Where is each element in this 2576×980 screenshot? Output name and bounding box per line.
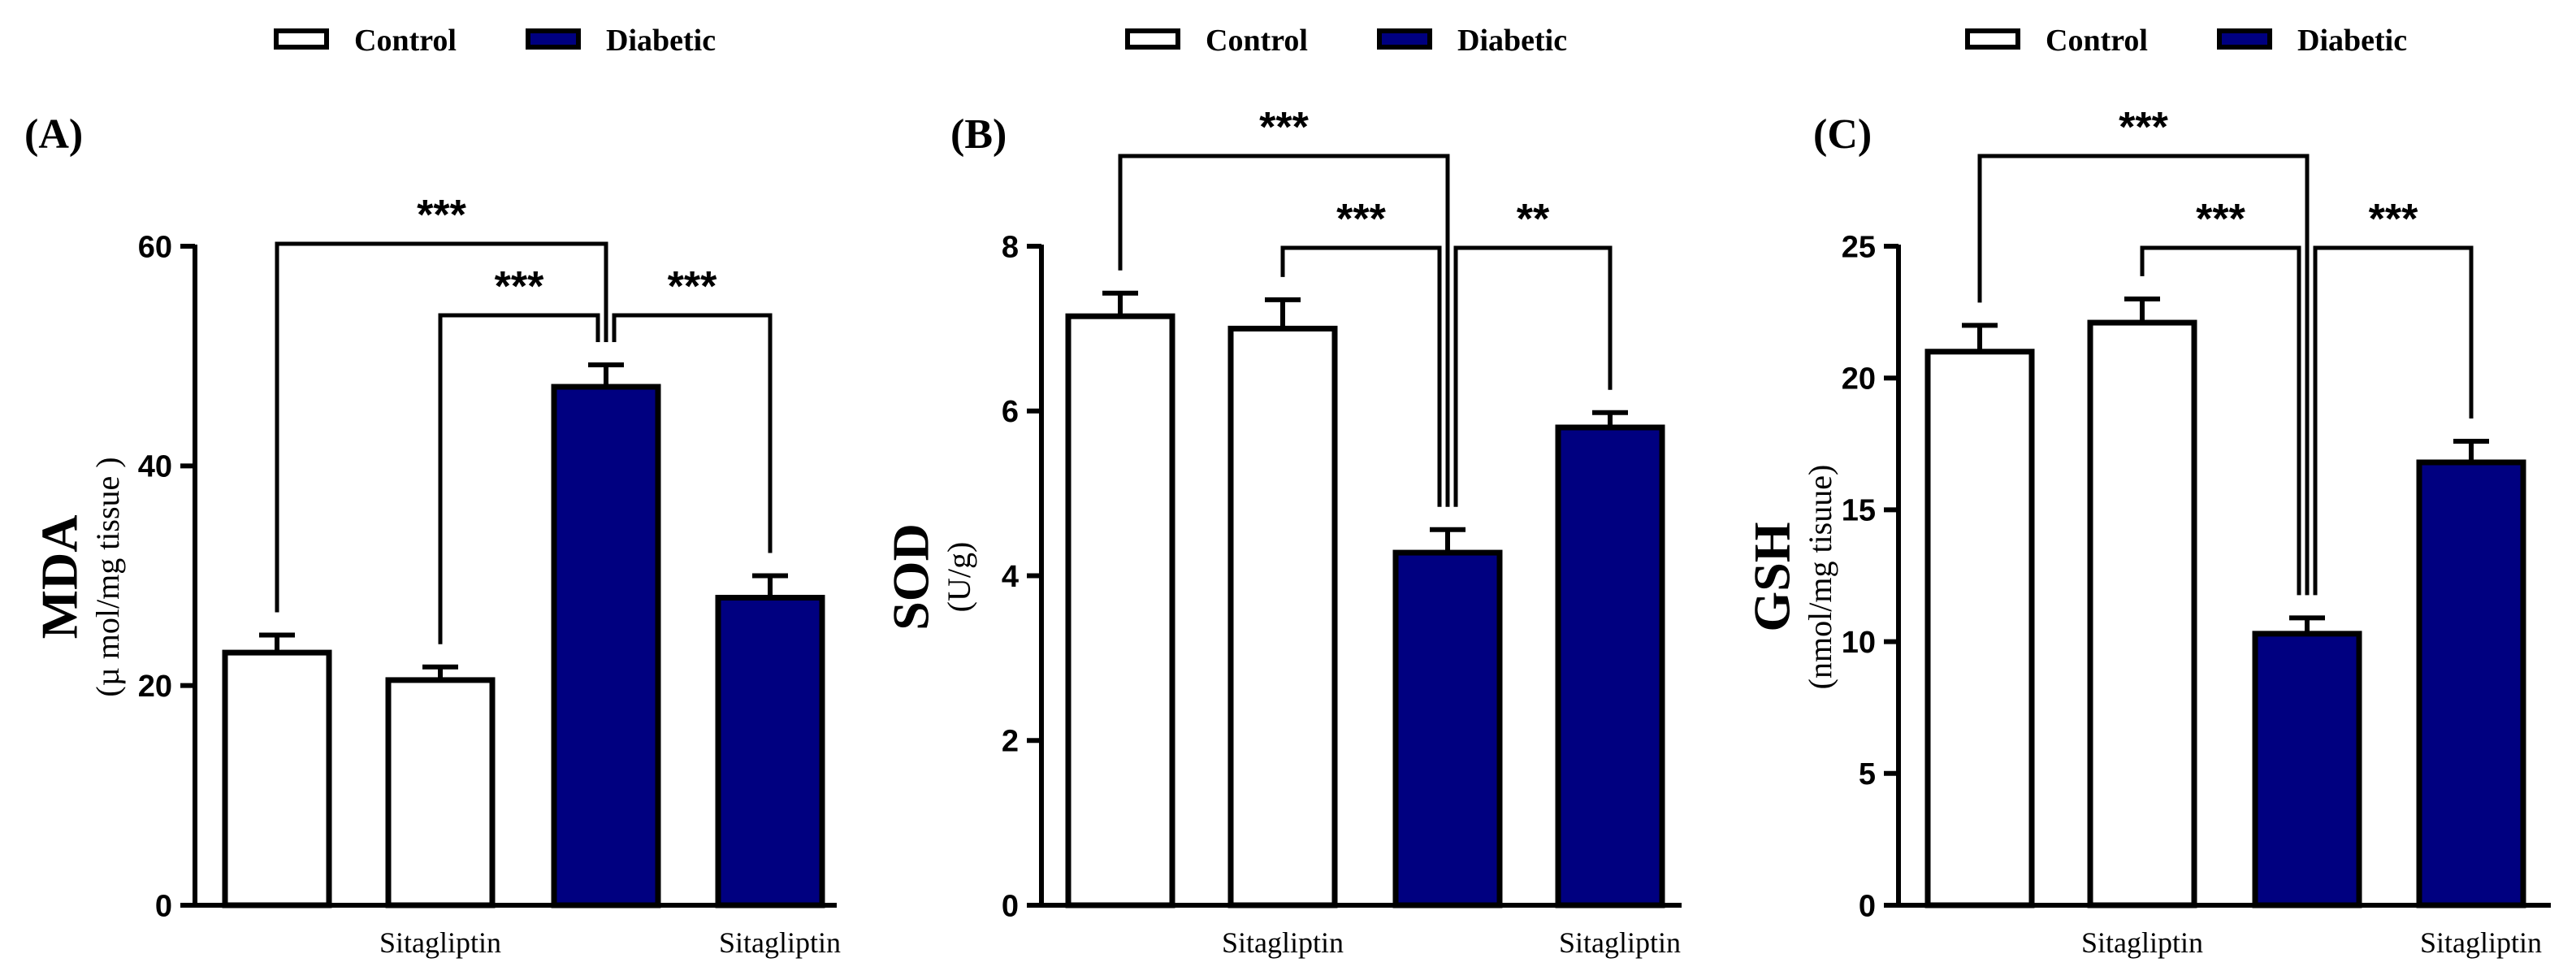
y-tick-label: 20 (138, 670, 172, 704)
legend-label-diabetic: Diabetic (2297, 24, 2407, 58)
bar-control-1 (1065, 313, 1175, 908)
legend-swatch-control (1965, 28, 2020, 50)
y-tick-label: 15 (1842, 494, 1876, 528)
y-axis-title: MDA (30, 515, 88, 640)
category-label: Sitagliptin (2420, 926, 2542, 959)
y-tick-label: 20 (1842, 362, 1876, 397)
y-tick-label: 60 (138, 230, 172, 264)
category-label: Sitagliptin (2081, 926, 2203, 959)
y-tick-label: 6 (1002, 395, 1019, 429)
y-axis-unit: (nmol/mg tisuue) (1802, 465, 1838, 690)
significance-label: *** (417, 192, 466, 239)
y-tick-label: 8 (1002, 230, 1019, 264)
panel-label: (A) (24, 111, 83, 158)
y-tick-label: 40 (138, 450, 172, 484)
significance-bracket (1453, 245, 1613, 507)
legend-swatch-diabetic (2217, 28, 2272, 50)
y-axis-unit: (µ mol/mg tissue ) (89, 457, 126, 696)
y-tick-label: 2 (1002, 725, 1019, 759)
chart-panel-3: Control Diabetic (C) GSH (nmol/mg tisuue) 0 5 1… (1743, 24, 2551, 959)
y-axis-title: GSH (1743, 522, 1800, 631)
bar-control-1 (222, 649, 332, 908)
bar-diabetic-3 (2252, 631, 2362, 908)
bar-control-2 (1227, 325, 1338, 908)
category-label: Sitagliptin (379, 926, 501, 959)
legend-label-control: Control (354, 24, 457, 58)
significance-bracket (1118, 154, 1450, 507)
y-tick-label: 0 (1859, 889, 1876, 923)
category-label: Sitagliptin (719, 926, 841, 959)
significance-bracket (438, 313, 600, 644)
bar-control-2 (2087, 319, 2197, 908)
legend-swatch-diabetic (526, 28, 581, 50)
significance-label: *** (2369, 196, 2418, 243)
y-tick-label: 4 (1002, 560, 1019, 594)
significance-label: *** (2119, 104, 2168, 151)
chart-panel-2: Control Diabetic (B) SOD (U/g) 0 2 4 6 8 Sitaglipt… (881, 24, 1682, 959)
significance-bracket (1280, 245, 1442, 507)
significance-bracket (2140, 245, 2301, 596)
significance-bracket (2313, 245, 2474, 596)
panel-label: (B) (950, 111, 1007, 158)
significance-label: *** (495, 263, 544, 310)
legend-label-control: Control (1206, 24, 1308, 58)
y-tick-label: 25 (1842, 230, 1876, 264)
y-tick-label: 10 (1842, 626, 1876, 660)
significance-bracket (1977, 154, 2310, 596)
category-label: Sitagliptin (1222, 926, 1344, 959)
significance-label: ** (1517, 196, 1550, 243)
significance-bracket (275, 241, 608, 613)
legend-swatch-diabetic (1377, 28, 1432, 50)
panel-label: (C) (1813, 111, 1872, 158)
y-axis-unit: (U/g) (941, 542, 977, 613)
significance-label: *** (2196, 196, 2245, 243)
bar-diabetic-3 (551, 384, 661, 908)
bar-control-1 (1924, 349, 2035, 908)
significance-bracket (612, 313, 773, 553)
significance-label: *** (1259, 104, 1309, 151)
y-tick-label: 0 (1002, 889, 1019, 923)
legend-label-control: Control (2046, 24, 2148, 58)
significance-label: *** (668, 263, 717, 310)
significance-label: *** (1336, 196, 1386, 243)
y-tick-label: 5 (1859, 757, 1876, 791)
bar-diabetic-3 (1392, 549, 1503, 908)
legend-label-diabetic: Diabetic (1457, 24, 1567, 58)
legend-swatch-control (274, 28, 329, 50)
bar-diabetic-4 (2416, 459, 2526, 908)
bar-diabetic-4 (1555, 424, 1665, 908)
y-tick-label: 0 (155, 889, 172, 923)
legend-label-diabetic: Diabetic (606, 24, 716, 58)
y-axis-title: SOD (881, 523, 939, 631)
bar-control-2 (385, 677, 496, 908)
category-label: Sitagliptin (1559, 926, 1681, 959)
bar-diabetic-4 (715, 595, 825, 908)
chart-panel-1: Control Diabetic (A) MDA (µ mol/mg tissue ) 0… (24, 24, 841, 959)
legend-swatch-control (1125, 28, 1180, 50)
